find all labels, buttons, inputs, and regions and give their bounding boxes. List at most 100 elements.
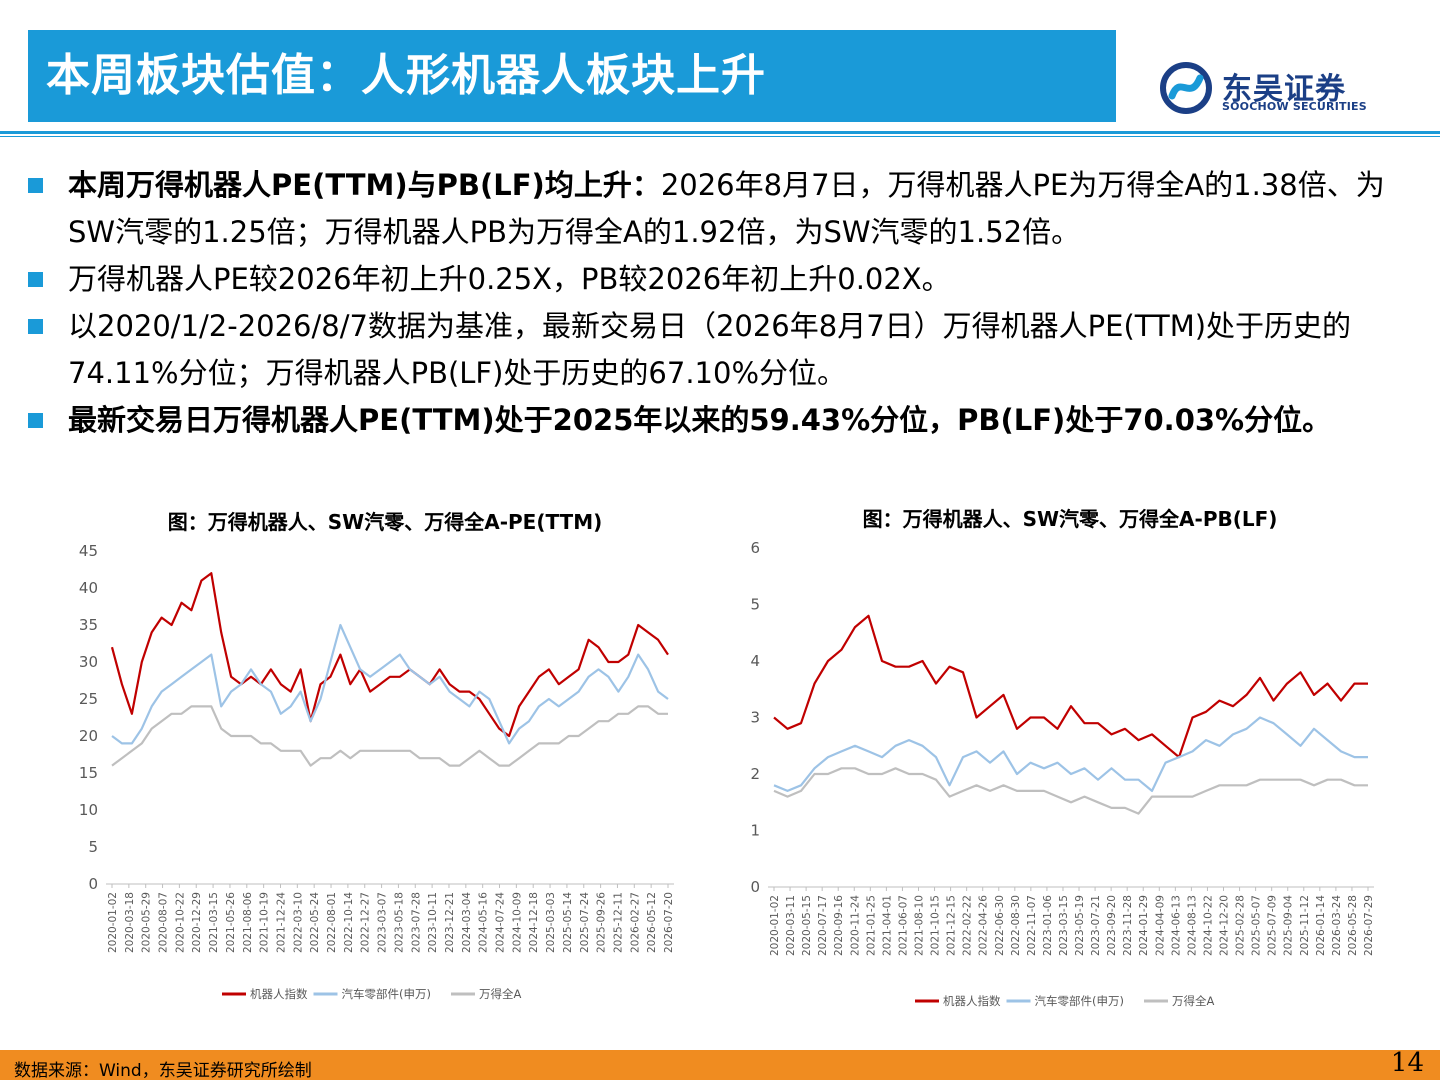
x-tick-label: 2024-04-09: [1154, 895, 1166, 956]
x-tick-label: 2025-09-26: [596, 892, 608, 953]
header-rule-thin: [0, 136, 1440, 137]
x-tick-label: 2024-07-24: [495, 892, 507, 953]
series-line-2: [773, 767, 1368, 815]
x-tick-label: 2023-05-18: [393, 892, 405, 953]
y-tick-label: 5: [88, 838, 98, 856]
bullet-item: 最新交易日万得机器人PE(TTM)处于2025年以来的59.43%分位，PB(L…: [28, 397, 1428, 444]
x-tick-label: 2026-07-20: [663, 892, 675, 953]
x-tick-label: 2023-09-20: [1106, 895, 1118, 956]
x-tick-label: 2023-03-15: [1058, 895, 1070, 956]
x-tick-label: 2022-05-24: [309, 892, 321, 953]
chart-pb: 0 1 2 3 4 5 6 2020-01-02 2020-03-11 2020-05-15 202…: [750, 539, 1375, 1008]
y-tick-label: 2: [750, 765, 760, 783]
x-tick-label: 2020-01-02: [107, 892, 119, 953]
x-tick-label: 2022-08-30: [1010, 895, 1022, 956]
x-tick-label: 2023-01-06: [1042, 895, 1054, 956]
bullet-item: 万得机器人PE较2026年初上升0.25X，PB较2026年初上升0.02X。: [28, 256, 1428, 303]
x-tick-label: 2024-10-09: [511, 892, 523, 953]
x-tick-label: 2021-01-25: [865, 895, 877, 956]
x-tick-label: 2025-02-28: [1235, 895, 1247, 956]
y-tick-label: 20: [79, 727, 98, 745]
x-tick-label: 2022-08-01: [326, 892, 338, 953]
y-tick-label: 30: [79, 653, 98, 671]
x-tick-label: 2020-03-11: [785, 895, 797, 956]
y-tick-label: 10: [79, 801, 98, 819]
x-tick-label: 2020-09-16: [833, 895, 845, 956]
x-tick-label: 2023-10-11: [427, 892, 439, 953]
bullet-list: 本周万得机器人PE(TTM)与PB(LF)均上升：2026年8月7日，万得机器人…: [28, 162, 1428, 444]
x-tick-label: 2025-12-11: [612, 892, 624, 953]
page-title: 本周板块估值：人形机器人板块上升: [28, 30, 1116, 122]
bullet-square-icon: [28, 178, 43, 193]
bullet-text: 2026年8月7日，万得机器人PE为万得全A的1.38倍、为SW汽零的1.25倍…: [68, 168, 1385, 249]
bullet-item: 以2020/1/2-2026/8/7数据为基准，最新交易日（2026年8月7日）…: [28, 303, 1428, 397]
x-tick-label: 2022-06-30: [994, 895, 1006, 956]
x-tick-label: 2024-10-22: [1202, 895, 1214, 956]
legend-label: 机器人指数: [250, 987, 308, 1001]
x-tick-label: 2021-10-19: [259, 892, 271, 953]
y-tick-label: 4: [750, 652, 760, 670]
x-tick-label: 2026-02-27: [629, 892, 641, 953]
x-tick-label: 2021-05-26: [225, 892, 237, 953]
x-tick-label: 2022-10-14: [343, 892, 355, 953]
x-tick-label: 2025-09-04: [1283, 895, 1295, 956]
y-tick-label: 5: [750, 596, 760, 614]
y-tick-label: 1: [750, 822, 760, 840]
legend-label: 汽车零部件(申万): [342, 987, 431, 1001]
x-tick-label: 2026-01-14: [1315, 895, 1327, 956]
x-tick-label: 2023-11-28: [1122, 895, 1134, 956]
x-tick-label: 2020-05-29: [141, 892, 153, 953]
page-number: 14: [1390, 1048, 1424, 1078]
x-tick-label: 2025-11-12: [1299, 895, 1311, 956]
x-tick-label: 2021-08-06: [242, 892, 254, 953]
bullet-bold-text: 本周万得机器人PE(TTM)与PB(LF)均上升：: [68, 168, 661, 202]
logo-english: SOOCHOW SECURITIES: [1222, 100, 1367, 113]
series-line-2: [111, 705, 668, 767]
company-logo: 东吴证券 SOOCHOW SECURITIES: [1160, 62, 1390, 118]
x-tick-label: 2023-05-19: [1074, 895, 1086, 956]
x-tick-label: 2024-12-18: [528, 892, 540, 953]
x-tick-label: 2024-01-29: [1138, 895, 1150, 956]
header-rule: [0, 131, 1440, 134]
x-tick-label: 2023-03-07: [377, 892, 389, 953]
series-line-1: [773, 716, 1368, 792]
x-tick-label: 2024-03-04: [461, 892, 473, 953]
y-tick-label: 0: [88, 875, 98, 893]
x-tick-label: 2020-01-02: [769, 895, 781, 956]
x-tick-label: 2020-03-18: [124, 892, 136, 953]
x-tick-label: 2024-12-20: [1219, 895, 1231, 956]
x-tick-label: 2022-03-10: [292, 892, 304, 953]
legend-label: 汽车零部件(申万): [1035, 994, 1124, 1008]
bullet-text: 以2020/1/2-2026/8/7数据为基准，最新交易日（2026年8月7日）…: [68, 309, 1352, 390]
x-tick-label: 2020-07-17: [817, 895, 829, 956]
x-tick-label: 2023-12-21: [444, 892, 456, 953]
x-tick-label: 2023-07-28: [410, 892, 422, 953]
x-tick-label: 2024-05-16: [478, 892, 490, 953]
x-tick-label: 2021-04-01: [881, 895, 893, 956]
x-tick-label: 2021-06-07: [897, 895, 909, 956]
x-tick-label: 2026-07-29: [1363, 895, 1375, 956]
bullet-text: 万得机器人PE较2026年初上升0.25X，PB较2026年初上升0.02X。: [68, 262, 951, 296]
x-tick-label: 2023-07-21: [1090, 895, 1102, 956]
chart-pe: 0 5 10 15 20 25 30 35 40 45 2020-01-02 2020-03-18 20…: [79, 542, 675, 1001]
footer-source: 数据来源：Wind，东吴证券研究所绘制: [14, 1061, 312, 1081]
x-tick-label: 2025-05-14: [562, 892, 574, 953]
bullet-square-icon: [28, 319, 43, 334]
logo-mark-icon: [1160, 62, 1212, 114]
x-tick-label: 2021-10-15: [930, 895, 942, 956]
y-tick-label: 6: [750, 539, 760, 557]
y-tick-label: 40: [79, 579, 98, 597]
bullet-square-icon: [28, 413, 43, 428]
x-tick-label: 2022-12-27: [360, 892, 372, 953]
x-tick-label: 2024-06-13: [1170, 895, 1182, 956]
x-tick-label: 2021-08-10: [913, 895, 925, 956]
legend-label: 万得全A: [1172, 994, 1214, 1008]
x-tick-label: 2025-05-07: [1251, 895, 1263, 956]
series-line-0: [773, 614, 1368, 759]
logo-name: 东吴证券: [1222, 72, 1346, 107]
chart-title-pe: 图：万得机器人、SW汽零、万得全A-PE(TTM): [167, 510, 603, 534]
x-tick-label: 2022-11-07: [1026, 895, 1038, 956]
x-tick-label: 2022-04-26: [978, 895, 990, 956]
x-tick-label: 2020-11-24: [849, 895, 861, 956]
y-tick-label: 25: [79, 690, 98, 708]
